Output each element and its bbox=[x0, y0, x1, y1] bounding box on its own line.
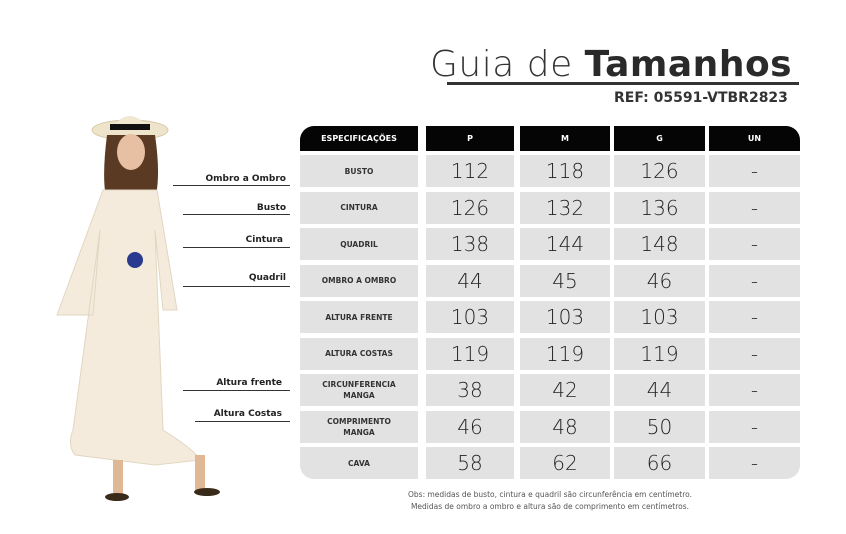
size-value: 119 bbox=[614, 337, 705, 370]
label-cintura: Cintura bbox=[245, 235, 283, 245]
size-value: - bbox=[709, 337, 800, 370]
size-value: - bbox=[709, 301, 800, 333]
size-value: 119 bbox=[520, 337, 610, 370]
row-spec-label: CAVA bbox=[300, 447, 418, 479]
row-spec-label: COMPRIMENTO MANGA bbox=[300, 410, 418, 443]
pointer-line bbox=[183, 247, 290, 248]
size-value: 138 bbox=[426, 228, 514, 260]
reference-code: REF: 05591-VTBR2823 bbox=[614, 90, 788, 106]
size-value: 44 bbox=[426, 264, 514, 297]
pointer-line bbox=[183, 214, 290, 215]
title-light: Guia de bbox=[430, 44, 573, 85]
size-value: - bbox=[709, 374, 800, 406]
note-line: Medidas de ombro a ombro e altura são de… bbox=[410, 502, 690, 511]
size-value: 132 bbox=[520, 191, 610, 224]
size-value: - bbox=[709, 191, 800, 224]
pointer-line bbox=[183, 286, 290, 287]
size-value: 136 bbox=[614, 191, 705, 224]
row-spec-label: OMBRO A OMBRO bbox=[300, 264, 418, 297]
size-value: 46 bbox=[426, 410, 514, 443]
size-value: 103 bbox=[614, 301, 705, 333]
notes: Obs: medidas de busto, cintura e quadril… bbox=[300, 489, 800, 513]
size-value: 50 bbox=[614, 410, 705, 443]
header-p: P bbox=[426, 126, 514, 151]
pointer-line bbox=[195, 421, 290, 422]
title-underline bbox=[447, 82, 799, 85]
size-value: 148 bbox=[614, 228, 705, 260]
label-altura-costas: Altura Costas bbox=[213, 409, 282, 419]
size-value: 103 bbox=[520, 301, 610, 333]
label-busto: Busto bbox=[256, 203, 286, 213]
size-value: 46 bbox=[614, 264, 705, 297]
size-value: 119 bbox=[426, 337, 514, 370]
row-spec-label: QUADRIL bbox=[300, 228, 418, 260]
title-bold: Tamanhos bbox=[584, 44, 793, 85]
row-spec-label: ALTURA COSTAS bbox=[300, 337, 418, 370]
row-spec-label: BUSTO bbox=[300, 155, 418, 187]
size-value: 144 bbox=[520, 228, 610, 260]
size-value: - bbox=[709, 228, 800, 260]
label-ombro-a-ombro: Ombro a Ombro bbox=[205, 174, 286, 184]
header-m: M bbox=[520, 126, 610, 151]
size-value: - bbox=[709, 155, 800, 187]
size-value: 38 bbox=[426, 374, 514, 406]
label-altura-frente: Altura frente bbox=[216, 378, 282, 388]
row-spec-label: CIRCUNFERENCIA MANGA bbox=[300, 374, 418, 406]
size-value: - bbox=[709, 447, 800, 479]
size-value: 62 bbox=[520, 447, 610, 479]
size-value: 58 bbox=[426, 447, 514, 479]
note-line: Obs: medidas de busto, cintura e quadril… bbox=[408, 490, 692, 499]
size-value: 48 bbox=[520, 410, 610, 443]
label-quadril: Quadril bbox=[248, 273, 286, 283]
size-value: 44 bbox=[614, 374, 705, 406]
row-spec-label: CINTURA bbox=[300, 191, 418, 224]
size-value: 126 bbox=[614, 155, 705, 187]
row-spec-label: ALTURA FRENTE bbox=[300, 301, 418, 333]
pointer-line bbox=[183, 390, 290, 391]
size-value: 42 bbox=[520, 374, 610, 406]
size-value: 126 bbox=[426, 191, 514, 224]
size-value: - bbox=[709, 264, 800, 297]
pointer-line bbox=[173, 185, 290, 186]
header-g: G bbox=[614, 126, 705, 151]
header-spec: ESPECIFICAÇÕES bbox=[300, 126, 418, 151]
size-value: 45 bbox=[520, 264, 610, 297]
size-value: - bbox=[709, 410, 800, 443]
size-value: 118 bbox=[520, 155, 610, 187]
size-value: 103 bbox=[426, 301, 514, 333]
size-value: 112 bbox=[426, 155, 514, 187]
size-value: 66 bbox=[614, 447, 705, 479]
model-figure bbox=[56, 116, 220, 501]
header-un: UN bbox=[709, 126, 800, 151]
page-title: Guia de Tamanhos bbox=[430, 44, 792, 85]
